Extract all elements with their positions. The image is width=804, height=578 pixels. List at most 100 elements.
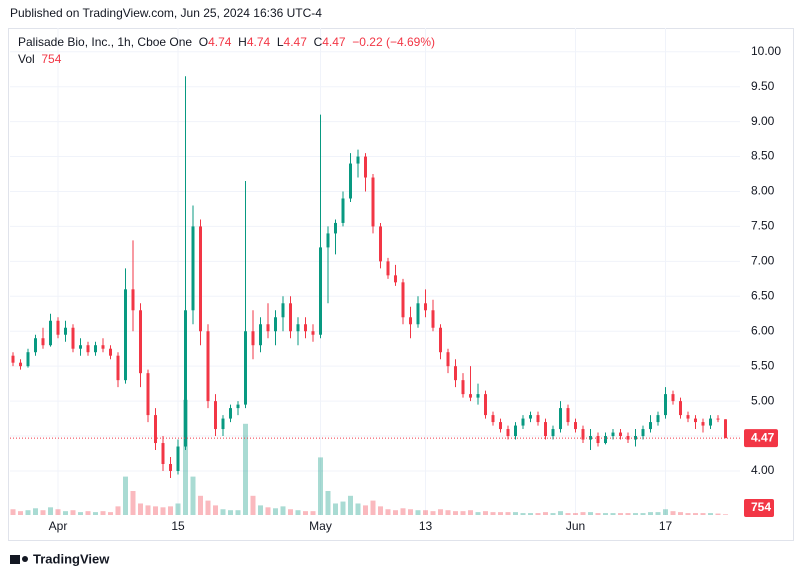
candle-body: [574, 422, 577, 430]
candle-body: [619, 432, 622, 437]
candle-body: [401, 282, 405, 318]
candle-body: [326, 233, 330, 248]
change: −0.22 (−4.69%): [352, 35, 436, 49]
candle-body: [64, 327, 67, 335]
candle-body: [341, 198, 345, 223]
volume-bar: [153, 506, 158, 515]
price-tag: [744, 429, 778, 448]
candle-body: [664, 394, 667, 416]
close-value: 4.47: [322, 35, 346, 49]
y-tick-label: 5.50: [751, 358, 775, 372]
candle-body: [79, 345, 82, 349]
candle-body: [499, 422, 502, 430]
volume-bar: [280, 506, 286, 515]
candle-body: [251, 331, 255, 346]
volume-tag: [744, 499, 774, 517]
volume-bar: [408, 509, 413, 515]
brand-logo: [10, 555, 28, 564]
candle-body: [409, 317, 412, 325]
candle-body: [386, 261, 390, 276]
candle-body: [71, 327, 75, 349]
volume-bar: [273, 508, 278, 515]
y-tick-label: 10.00: [751, 44, 781, 58]
candle-body: [266, 324, 270, 332]
candle-body: [334, 222, 337, 234]
candle-body: [229, 408, 232, 419]
candle-body: [581, 429, 585, 440]
candle-body: [529, 415, 532, 419]
volume-bar: [483, 511, 488, 515]
volume-bar: [175, 503, 181, 515]
candle-body: [206, 331, 210, 402]
open-value: 4.74: [208, 35, 232, 49]
volume-bar: [318, 457, 323, 515]
candle-body: [454, 366, 457, 381]
candle-body: [506, 429, 510, 437]
volume-bar: [535, 513, 541, 515]
volume-bar: [385, 509, 391, 515]
volume-bar: [595, 513, 601, 515]
x-tick-label: 17: [659, 519, 673, 533]
volume-bar: [40, 510, 46, 515]
volume-bar: [258, 505, 263, 515]
candle-body: [484, 394, 487, 416]
candle-body: [101, 345, 105, 349]
candle-body: [686, 415, 690, 419]
low-value: 4.47: [283, 35, 307, 49]
candle-body: [394, 275, 397, 283]
label: L: [276, 35, 284, 49]
candle-body: [94, 345, 97, 353]
volume-bar: [310, 511, 316, 515]
candle-body: [641, 429, 645, 437]
y-tick-label: 6.00: [751, 323, 775, 337]
x-tick-label: Apr: [49, 519, 68, 533]
volume-bar: [378, 506, 383, 515]
legend-row: Palisade Bio, Inc., 1h, Cboe One O4.74 H…: [18, 34, 435, 51]
volume-bar: [115, 506, 121, 515]
volume-bar: [220, 509, 226, 515]
volume-bar: [678, 512, 683, 515]
volume-bar: [235, 510, 241, 515]
volume-bar: [685, 513, 691, 515]
volume-bar: [670, 511, 676, 515]
candle-body: [424, 303, 427, 311]
candle-body: [221, 418, 225, 430]
candle-body: [461, 380, 465, 395]
volume-bar: [468, 510, 473, 515]
label: H: [238, 35, 247, 49]
volume-bar: [295, 510, 301, 515]
legend: Palisade Bio, Inc., 1h, Cboe One O4.74 H…: [18, 34, 435, 68]
volume-bar: [625, 513, 631, 515]
candle-body: [694, 418, 697, 423]
candle-body: [311, 331, 315, 335]
volume-bar: [85, 511, 91, 515]
candle-body: [521, 418, 525, 426]
candle-body: [656, 415, 660, 423]
volume-bar: [55, 509, 61, 515]
candle-body: [259, 324, 262, 346]
candle-body: [154, 415, 157, 444]
volume-bar: [588, 512, 593, 515]
candle-body: [281, 303, 285, 318]
volume-bar: [18, 511, 23, 515]
volume-bar: [423, 510, 428, 515]
volume-bar: [715, 513, 721, 515]
volume-bar: [63, 511, 68, 515]
volume-bar: [655, 512, 661, 515]
volume-bar: [213, 505, 218, 515]
volume-bar: [33, 508, 38, 515]
y-tick-label: 7.00: [751, 254, 775, 268]
volume-bar: [460, 511, 466, 515]
volume-bar: [363, 505, 368, 515]
candle-body: [649, 422, 652, 430]
candle-body: [116, 355, 120, 381]
chart-frame: [8, 28, 794, 541]
volume-bar: [10, 509, 16, 515]
brand-name: TradingView: [33, 551, 110, 566]
volume-bar: [145, 505, 151, 515]
volume-bar: [108, 512, 113, 515]
candle-body: [236, 404, 240, 409]
volume-bar: [580, 512, 586, 515]
